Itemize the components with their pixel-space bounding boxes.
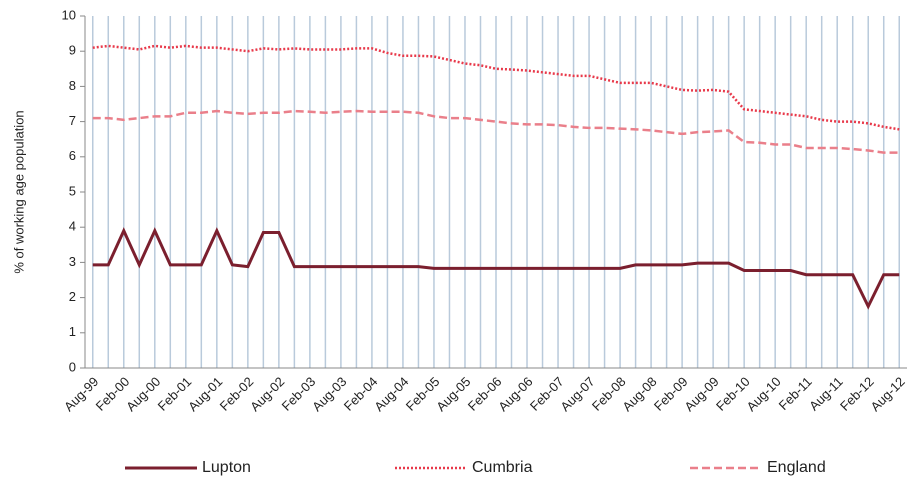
x-tick-label: Aug-01 [185,374,225,414]
y-tick-label: 1 [69,324,76,339]
x-tick-label: Aug-06 [495,374,535,414]
y-tick-label: 4 [69,219,76,234]
x-tick-label: Aug-05 [433,374,473,414]
x-tick-label: Aug-04 [371,374,411,414]
x-tick-label: Aug-09 [681,374,721,414]
x-tick-label: Aug-08 [619,374,659,414]
x-tick-label: Aug-99 [61,374,101,414]
y-tick-label: 2 [69,289,76,304]
x-tick-label: Aug-03 [309,374,349,414]
x-tick-label: Aug-12 [868,374,908,414]
x-tick-label: Feb-11 [776,374,815,413]
y-tick-label: 8 [69,78,76,93]
x-tick-label: Aug-10 [743,374,783,414]
y-tick-label: 0 [69,359,76,374]
line-0 [92,227,900,310]
legend-label: Lupton [202,459,251,476]
y-tick-label: 7 [69,113,76,128]
legend: Lupton Cumbria England [125,459,826,476]
y-tick-label: 5 [69,183,76,198]
x-tick-label: Aug-02 [247,374,287,414]
y-tick-label: 10 [62,7,76,22]
y-tick-label: 6 [69,148,76,163]
y-tick-label: 3 [69,254,76,269]
legend-label: England [767,459,826,476]
y-axis-label: % of working age population [11,110,26,273]
x-tick-label: Aug-11 [806,374,846,414]
x-tick-label: Aug-00 [123,374,163,414]
legend-label: Cumbria [472,459,533,476]
line-2 [92,109,900,154]
x-tick-label: Aug-07 [557,374,597,414]
y-tick-label: 9 [69,43,76,58]
